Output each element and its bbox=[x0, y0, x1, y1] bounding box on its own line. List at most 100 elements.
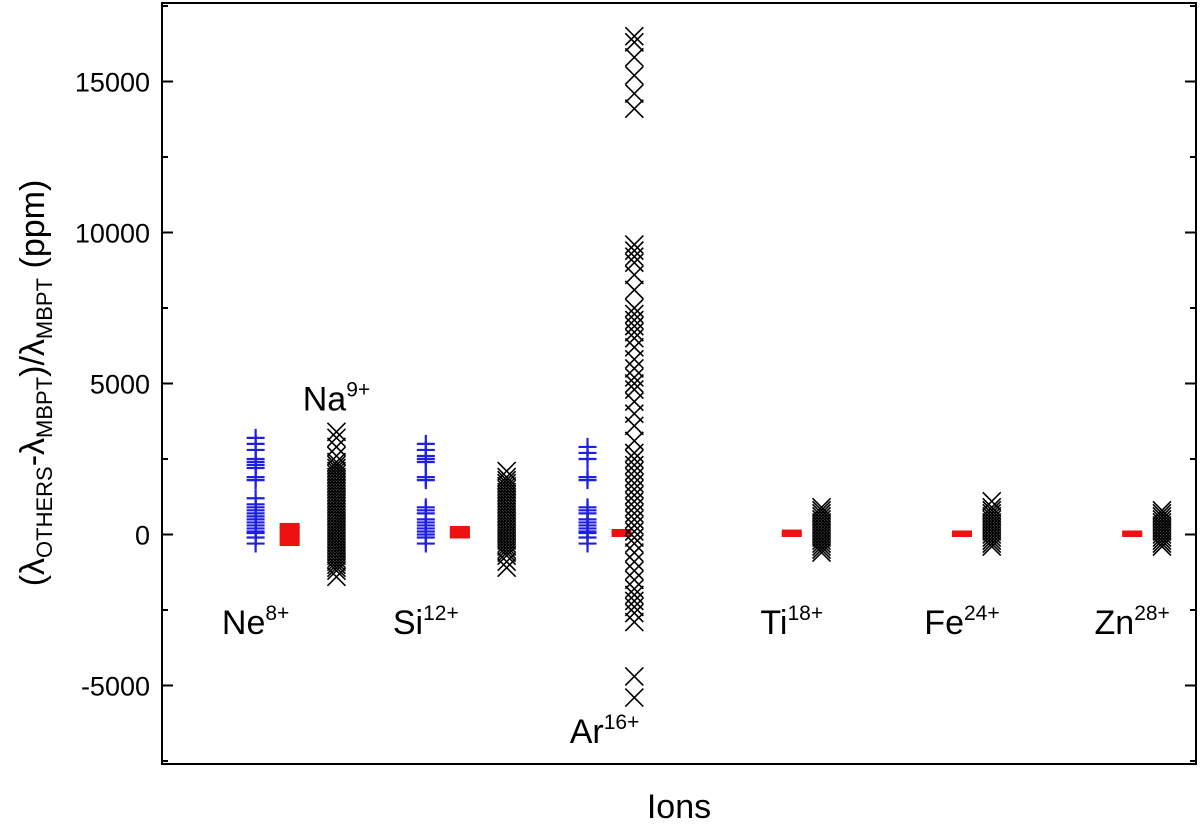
cross-point bbox=[982, 527, 1002, 548]
ion-label-base: Ar bbox=[570, 713, 604, 751]
ion-label-charge: 12+ bbox=[423, 602, 459, 625]
cross-point bbox=[326, 561, 347, 581]
cross-point bbox=[624, 597, 644, 617]
dash-point bbox=[279, 538, 300, 544]
ion-label-base: Si bbox=[393, 604, 423, 642]
ion-label-si: Si12+ bbox=[393, 602, 459, 642]
dash-point bbox=[279, 531, 300, 537]
ion-label-charge: 24+ bbox=[964, 602, 1000, 625]
cross-point bbox=[624, 247, 644, 267]
cross-point bbox=[811, 543, 832, 563]
cross-point bbox=[326, 437, 347, 457]
cross-point bbox=[326, 422, 347, 442]
dash-point bbox=[279, 525, 300, 531]
plus-point bbox=[578, 471, 597, 490]
y-axis-label-sub-others: OTHERS bbox=[32, 466, 57, 558]
y-tick-label: 10000 bbox=[75, 219, 150, 249]
cross-point bbox=[497, 543, 517, 563]
y-tick-label: 15000 bbox=[75, 68, 150, 98]
cross-point bbox=[624, 349, 644, 369]
plus-point bbox=[416, 471, 435, 490]
y-axis-label-close-div: )/ bbox=[14, 356, 52, 377]
y-axis-label-open: ( bbox=[14, 574, 52, 586]
dash-point bbox=[449, 525, 470, 531]
x-axis-label: Ions bbox=[647, 788, 711, 824]
ion-label-charge: 18+ bbox=[787, 602, 823, 625]
plus-point bbox=[578, 449, 597, 468]
cross-point bbox=[624, 265, 644, 285]
y-axis-label-sub-mbpt: MBPT bbox=[32, 377, 57, 438]
cross-point bbox=[624, 47, 644, 67]
dash-point bbox=[449, 528, 470, 534]
cross-point bbox=[1152, 537, 1172, 557]
cross-point bbox=[624, 328, 644, 348]
cross-point bbox=[497, 552, 517, 572]
ion-label-base: Fe bbox=[924, 604, 964, 642]
dash-point bbox=[449, 533, 470, 539]
cross-point bbox=[624, 527, 644, 548]
y-axis-label-sub-mbpt-2: MBPT bbox=[32, 278, 57, 339]
ion-label-base: Ti bbox=[760, 604, 787, 642]
cross-point bbox=[624, 280, 644, 300]
cross-point bbox=[624, 561, 644, 581]
y-tick-label: -5000 bbox=[81, 671, 150, 701]
cross-point bbox=[624, 416, 644, 436]
cross-point bbox=[624, 687, 644, 708]
cross-point bbox=[811, 540, 832, 560]
ion-label-charge: 28+ bbox=[1134, 602, 1170, 625]
cross-point bbox=[624, 543, 644, 563]
dash-point bbox=[1122, 531, 1143, 537]
cross-point bbox=[624, 533, 644, 554]
y-axis-label-lambda-3: λ bbox=[14, 339, 52, 356]
ion-label-charge: 8+ bbox=[265, 602, 289, 625]
ion-label-fe: Fe24+ bbox=[924, 602, 999, 642]
plus-point bbox=[416, 534, 435, 553]
cross-point bbox=[624, 322, 644, 342]
y-axis-label-lambda-2: λ bbox=[14, 438, 52, 455]
ion-label-ar: Ar16+ bbox=[570, 711, 640, 751]
ion-label-ne: Ne8+ bbox=[222, 602, 289, 642]
cross-point bbox=[624, 552, 644, 572]
cross-point bbox=[624, 358, 644, 378]
ion-label-ti: Ti18+ bbox=[760, 602, 823, 642]
cross-point bbox=[326, 428, 347, 448]
plus-point bbox=[246, 471, 265, 490]
cross-point bbox=[1152, 533, 1172, 554]
plus-point bbox=[246, 534, 265, 553]
y-axis-label: (λOTHERS-λMBPT)/λMBPT (ppm) bbox=[14, 180, 57, 587]
cross-point bbox=[326, 567, 347, 587]
dash-point bbox=[279, 541, 300, 547]
plus-point bbox=[416, 453, 435, 472]
data-marks bbox=[246, 26, 1172, 708]
cross-point bbox=[624, 26, 644, 46]
ion-label-base: Ne bbox=[222, 604, 265, 642]
ion-label-zn: Zn28+ bbox=[1095, 602, 1170, 642]
cross-point bbox=[1152, 530, 1172, 551]
y-tick-label: 5000 bbox=[90, 370, 150, 400]
dash-point bbox=[611, 528, 632, 534]
cross-point bbox=[624, 666, 644, 686]
plus-point bbox=[578, 534, 597, 553]
cross-point bbox=[624, 612, 644, 632]
cross-point bbox=[811, 537, 832, 557]
ion-label-base: Na bbox=[303, 381, 347, 419]
cross-point bbox=[811, 533, 832, 554]
y-axis-ticks: -5000 0 5000 10000 15000 bbox=[75, 5, 1196, 762]
dash-point bbox=[279, 522, 300, 528]
cross-point bbox=[497, 558, 517, 578]
ion-labels: Ne8+ Na9+ Si12+ Ar16+ Ti18+ Fe24+ Zn28+ bbox=[222, 379, 1170, 751]
y-axis-label-unit: (ppm) bbox=[14, 180, 52, 278]
cross-point bbox=[982, 537, 1002, 557]
dash-point bbox=[611, 531, 632, 537]
cross-point bbox=[624, 32, 644, 52]
cross-point bbox=[982, 530, 1002, 551]
cross-point bbox=[624, 570, 644, 590]
dash-point bbox=[279, 528, 300, 534]
ion-label-na: Na9+ bbox=[303, 379, 370, 419]
ion-label-charge: 16+ bbox=[604, 711, 640, 734]
cross-point bbox=[624, 373, 644, 394]
cross-point bbox=[982, 533, 1002, 554]
y-axis-label-minus: - bbox=[14, 455, 52, 466]
ion-label-charge: 9+ bbox=[346, 379, 370, 402]
